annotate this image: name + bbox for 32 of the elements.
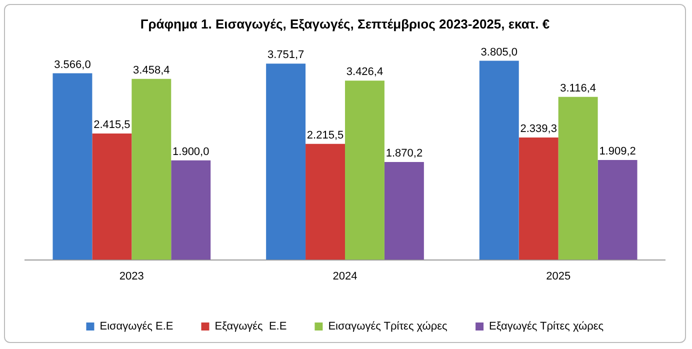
bar xyxy=(306,144,345,260)
data-label: 3.458,4 xyxy=(133,64,170,76)
data-label: 3.116,4 xyxy=(560,82,596,94)
bar xyxy=(598,160,638,260)
x-tick-label: 2023 xyxy=(119,270,144,282)
data-label: 3.805,0 xyxy=(480,46,518,58)
data-label: 3.426,4 xyxy=(346,66,384,78)
bar xyxy=(558,96,598,260)
data-label: 2.339,3 xyxy=(520,122,557,135)
data-label: 3.751,7 xyxy=(267,49,304,62)
x-tick-label: 2024 xyxy=(332,270,358,282)
data-label: 3.566,0 xyxy=(54,58,91,71)
chart-title: Γράφημα 1. Εισαγωγές, Εξαγωγές, Σεπτέμβριος 2023-2025, εκατ. € xyxy=(140,16,550,32)
x-tick-label: 2025 xyxy=(546,270,571,282)
data-label: 2.215,5 xyxy=(306,129,344,142)
bar xyxy=(345,80,384,260)
bar xyxy=(132,78,172,260)
data-label: 1.870,2 xyxy=(386,148,423,160)
legend-label: Εισαγωγές Ε.Ε xyxy=(100,320,174,333)
bar xyxy=(171,160,211,260)
legend-label: Εισαγωγές Τρίτες χώρες xyxy=(328,320,448,333)
bar xyxy=(92,133,132,260)
bar xyxy=(479,60,519,260)
data-label: 1.900,0 xyxy=(172,146,210,158)
data-label: 1.909,2 xyxy=(599,145,636,158)
legend-label: Εξαγωγές Ε.Ε xyxy=(214,320,287,333)
bar xyxy=(518,137,558,260)
bar xyxy=(384,162,424,260)
bar xyxy=(52,73,92,260)
data-label: 2.415,5 xyxy=(94,119,130,131)
legend-label: Εξαγωγές Τρίτες χώρες xyxy=(489,320,604,333)
bar xyxy=(266,64,306,260)
